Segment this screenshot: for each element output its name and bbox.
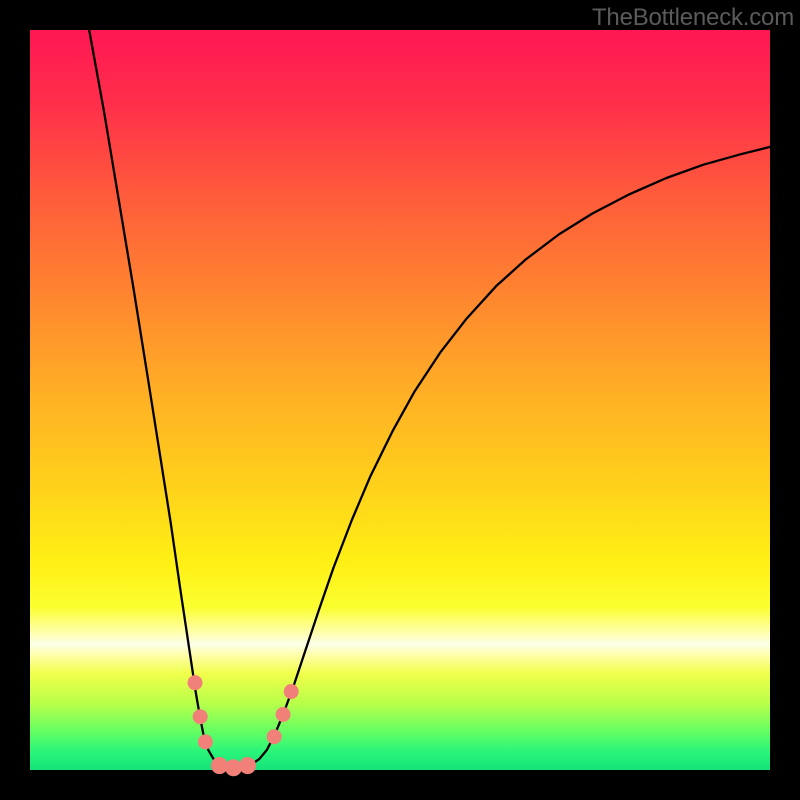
curve-marker: [226, 760, 242, 776]
plot-area: [0, 0, 800, 800]
curve-marker: [240, 758, 256, 774]
curve-marker: [267, 730, 281, 744]
watermark-text: TheBottleneck.com: [592, 4, 794, 32]
curve-marker: [198, 735, 212, 749]
curve-marker: [284, 685, 298, 699]
plot-svg: [0, 0, 800, 800]
curve-marker: [276, 708, 290, 722]
curve-marker: [193, 710, 207, 724]
curve-marker: [188, 676, 202, 690]
gradient-background: [30, 30, 770, 770]
curve-marker: [211, 758, 227, 774]
